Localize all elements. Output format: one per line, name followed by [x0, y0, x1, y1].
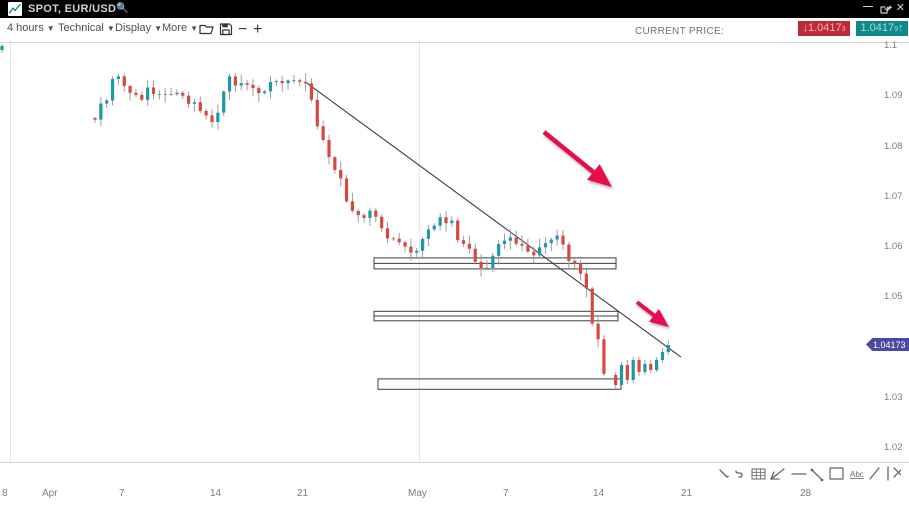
svg-text:Abc: Abc: [850, 470, 864, 479]
